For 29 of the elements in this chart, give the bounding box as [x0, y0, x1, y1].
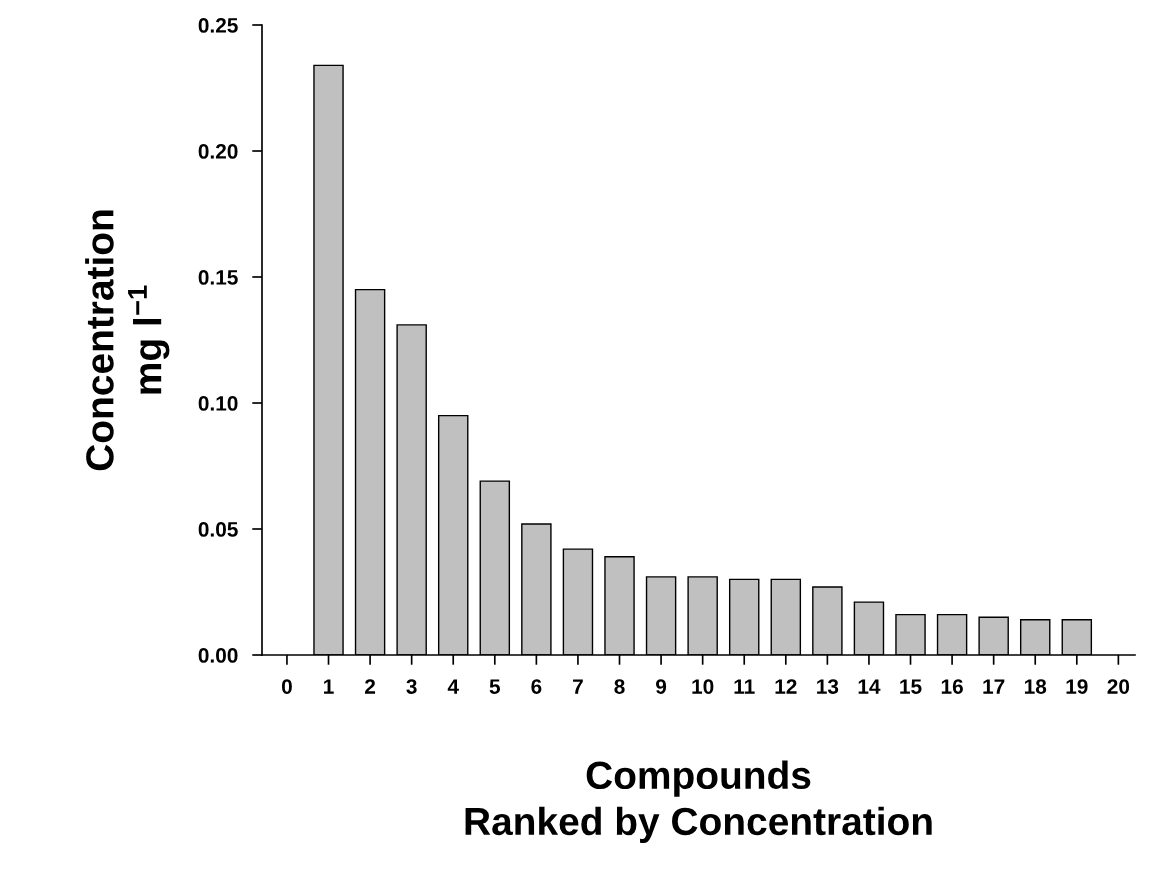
y-tick-label: 0.00: [198, 648, 238, 663]
x-tick-label: 2: [365, 679, 376, 694]
x-tick-label: 17: [983, 679, 1005, 694]
y-tick-label: 0.10: [198, 396, 238, 411]
x-tick-label: 12: [775, 679, 797, 694]
x-tick-label: 7: [573, 679, 583, 694]
y-tick-label: 0.25: [198, 18, 238, 33]
x-tick-label: 18: [1024, 679, 1047, 694]
x-tick-label: 15: [900, 679, 922, 694]
x-tick-label: 9: [656, 679, 667, 694]
x-tick-label: 4: [447, 679, 459, 694]
x-tick-label: 1: [324, 679, 334, 694]
y-axis-title: Concentration mg l$^{−1}$: [85, 210, 170, 471]
x-tick-label: 0: [281, 679, 292, 694]
x-tick-label: 6: [531, 679, 542, 694]
x-tick-label: 19: [1066, 679, 1088, 694]
y-tick-label: 0.05: [198, 522, 238, 537]
x-tick-label: 20: [1107, 679, 1130, 694]
x-tick-label: 3: [406, 679, 417, 694]
x-tick-label: 16: [941, 679, 963, 694]
y-tick-label: 0.20: [198, 144, 238, 159]
x-tick-label: 14: [858, 679, 881, 694]
x-axis-title: Compounds Ranked by Concentration: [465, 760, 932, 843]
y-tick-label: 0.15: [198, 270, 238, 285]
x-tick-label: 8: [614, 679, 625, 694]
x-tick-label: 11: [734, 679, 755, 694]
x-tick-label: 13: [817, 679, 839, 694]
x-tick-label: 5: [489, 679, 501, 694]
x-tick-label: 10: [692, 679, 714, 694]
